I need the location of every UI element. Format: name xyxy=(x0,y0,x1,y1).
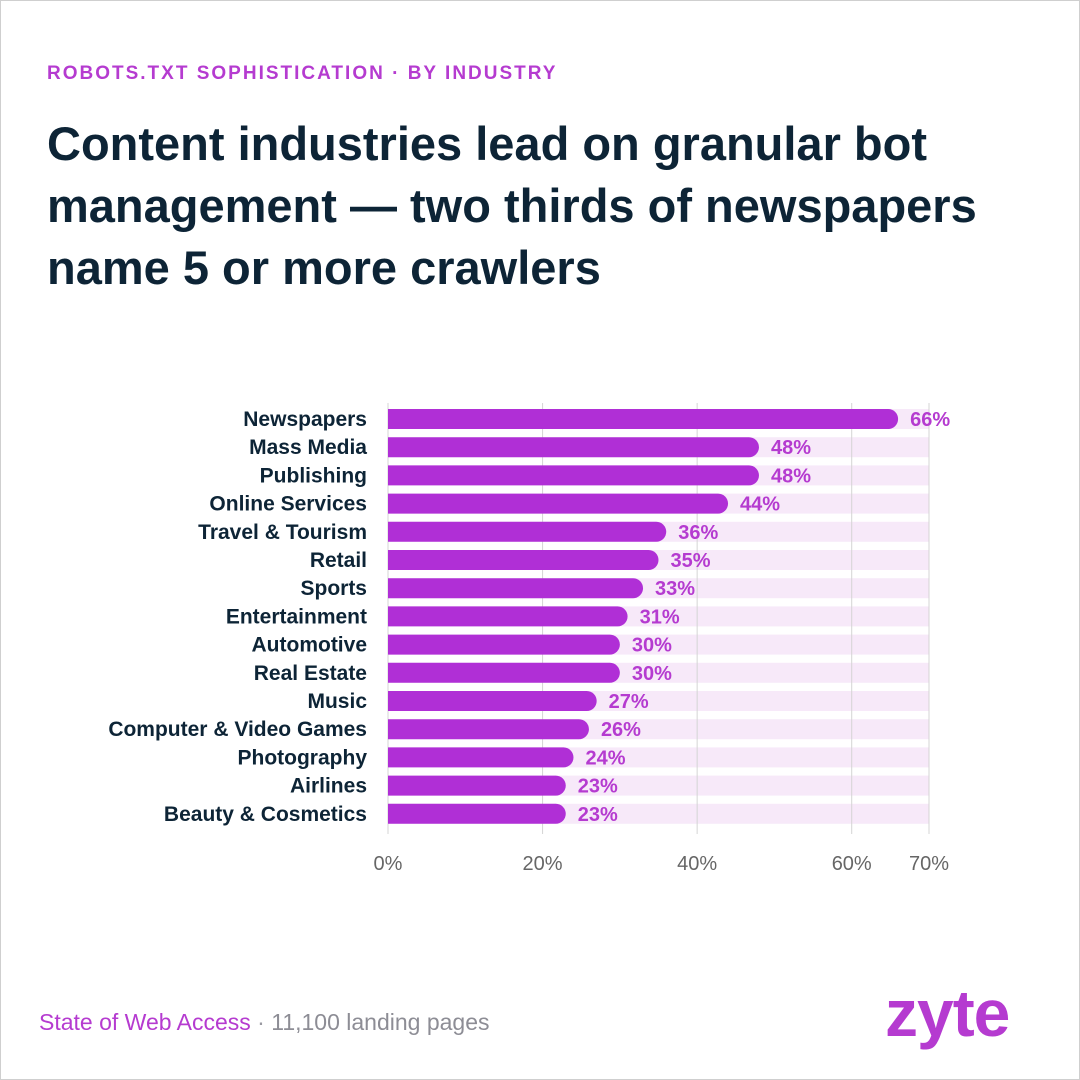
chart-title: Content industries lead on granular bot … xyxy=(47,117,977,294)
footer-source: State of Web Access · 11,100 landing pag… xyxy=(39,1009,490,1036)
value-label: 27% xyxy=(609,691,649,713)
category-label: Computer & Video Games xyxy=(108,718,367,741)
value-label: 23% xyxy=(578,804,618,826)
category-label: Beauty & Cosmetics xyxy=(164,803,367,826)
sample-size: 11,100 landing pages xyxy=(271,1009,490,1035)
category-label: Online Services xyxy=(209,493,367,516)
value-label: 48% xyxy=(771,465,811,487)
value-label: 31% xyxy=(640,606,680,628)
x-tick-label: 60% xyxy=(832,853,872,875)
bar xyxy=(388,775,566,796)
value-label: 36% xyxy=(678,522,718,544)
bar xyxy=(388,465,759,486)
zyte-logo: zyte xyxy=(885,976,1010,1050)
bar xyxy=(388,634,620,655)
x-tick-label: 20% xyxy=(523,853,563,875)
bar xyxy=(388,409,899,429)
bar xyxy=(388,691,597,711)
value-label: 48% xyxy=(771,437,811,459)
bar xyxy=(388,521,667,542)
bar xyxy=(388,437,759,458)
category-label: Sports xyxy=(300,577,367,600)
value-label: 30% xyxy=(632,663,672,685)
category-label: Travel & Tourism xyxy=(198,521,367,544)
chart-eyebrow: ROBOTS.TXT SOPHISTICATION · BY INDUSTRY xyxy=(47,63,558,84)
value-label: 24% xyxy=(585,747,625,769)
value-label: 44% xyxy=(740,494,780,516)
source-name: State of Web Access xyxy=(39,1009,251,1035)
category-label: Music xyxy=(307,690,367,713)
bar xyxy=(388,662,620,683)
category-label: Retail xyxy=(310,549,367,572)
bar xyxy=(388,803,566,824)
category-label: Airlines xyxy=(290,775,367,798)
category-label: Real Estate xyxy=(254,662,367,685)
category-label: Publishing xyxy=(260,464,367,487)
value-label: 26% xyxy=(601,719,641,741)
bar xyxy=(388,578,644,599)
value-label: 35% xyxy=(671,550,711,572)
category-label: Automotive xyxy=(252,634,368,657)
value-label: 66% xyxy=(910,409,950,431)
bar xyxy=(388,493,729,514)
category-label: Photography xyxy=(238,746,368,769)
category-label: Mass Media xyxy=(249,436,367,459)
x-tick-label: 0% xyxy=(374,853,403,875)
value-label: 33% xyxy=(655,578,695,600)
bar xyxy=(388,747,574,768)
bar xyxy=(388,606,628,627)
value-label: 30% xyxy=(632,635,672,657)
value-label: 23% xyxy=(578,776,618,798)
bar xyxy=(388,719,589,740)
source-separator: · xyxy=(250,1009,272,1035)
x-tick-label: 40% xyxy=(677,853,717,875)
bar xyxy=(388,550,659,570)
x-tick-label: 70% xyxy=(909,853,949,875)
category-label: Entertainment xyxy=(226,605,367,628)
category-label: Newspapers xyxy=(243,408,367,431)
bar-chart: Newspapers 66% Mass Media 48% Publishing 48% O… xyxy=(108,403,950,875)
